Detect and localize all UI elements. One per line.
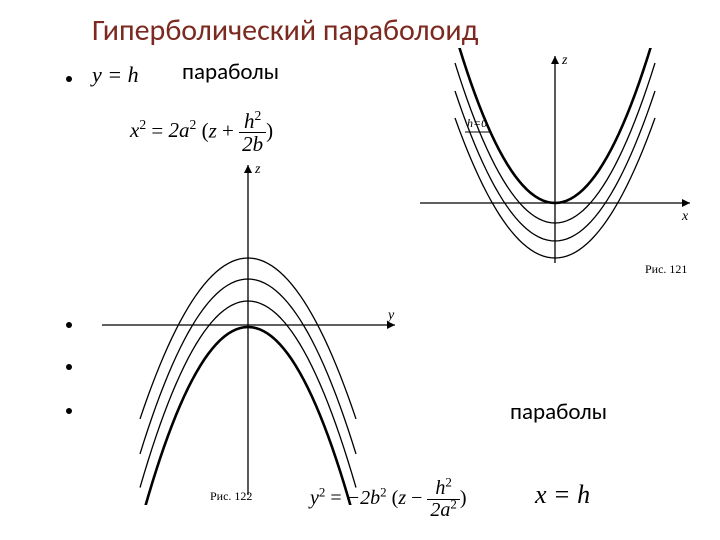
bullet-3 bbox=[66, 364, 72, 370]
h0-label: h=0 bbox=[467, 116, 487, 130]
formula-y2-coef: −2b2 bbox=[347, 487, 387, 509]
axis-label-z: z bbox=[561, 53, 568, 68]
axis-label-z-2: z bbox=[254, 162, 261, 177]
z-axis-arrow bbox=[551, 56, 559, 64]
label-parabola-bottom: параболы bbox=[510, 398, 607, 426]
chart-downward-parabolas: y z Рис. 122 bbox=[90, 155, 410, 505]
caption-122: Рис. 122 bbox=[210, 489, 252, 503]
formula-x-eq-h-text: x = h bbox=[535, 480, 590, 509]
label-parabola-top: параболы bbox=[182, 58, 279, 86]
formula-y-squared: y2 = −2b2 (z − h2 2a2 ) bbox=[310, 478, 467, 521]
formula-x2-coef: 2a2 bbox=[169, 118, 197, 142]
axis-label-y: y bbox=[386, 308, 395, 323]
caption-121: Рис. 121 bbox=[645, 262, 687, 276]
formula-x-eq-h: x = h bbox=[535, 480, 590, 510]
page-title: Гиперболический параболоид bbox=[92, 12, 478, 49]
formula-y-eq-h-text: y = h bbox=[92, 62, 139, 87]
chart-upward-parabolas: x z h=0 Рис. 121 bbox=[410, 48, 700, 278]
bullet-2 bbox=[66, 322, 72, 328]
axis-label-x: x bbox=[681, 209, 689, 224]
formula-x2-fraction: h2 2b bbox=[239, 110, 266, 155]
formula-y-eq-h: y = h bbox=[92, 62, 139, 88]
formula-y2-lhs: y2 bbox=[310, 487, 325, 509]
bullet-1 bbox=[66, 76, 72, 82]
x-axis-arrow bbox=[682, 199, 690, 207]
formula-y2-fraction: h2 2a2 bbox=[427, 478, 460, 521]
formula-x2-lhs: x2 bbox=[130, 118, 146, 142]
bullet-4 bbox=[66, 408, 72, 414]
formula-x-squared: x2 = 2a2 (z + h2 2b ) bbox=[130, 110, 273, 155]
z-axis-2-arrow bbox=[244, 165, 252, 173]
